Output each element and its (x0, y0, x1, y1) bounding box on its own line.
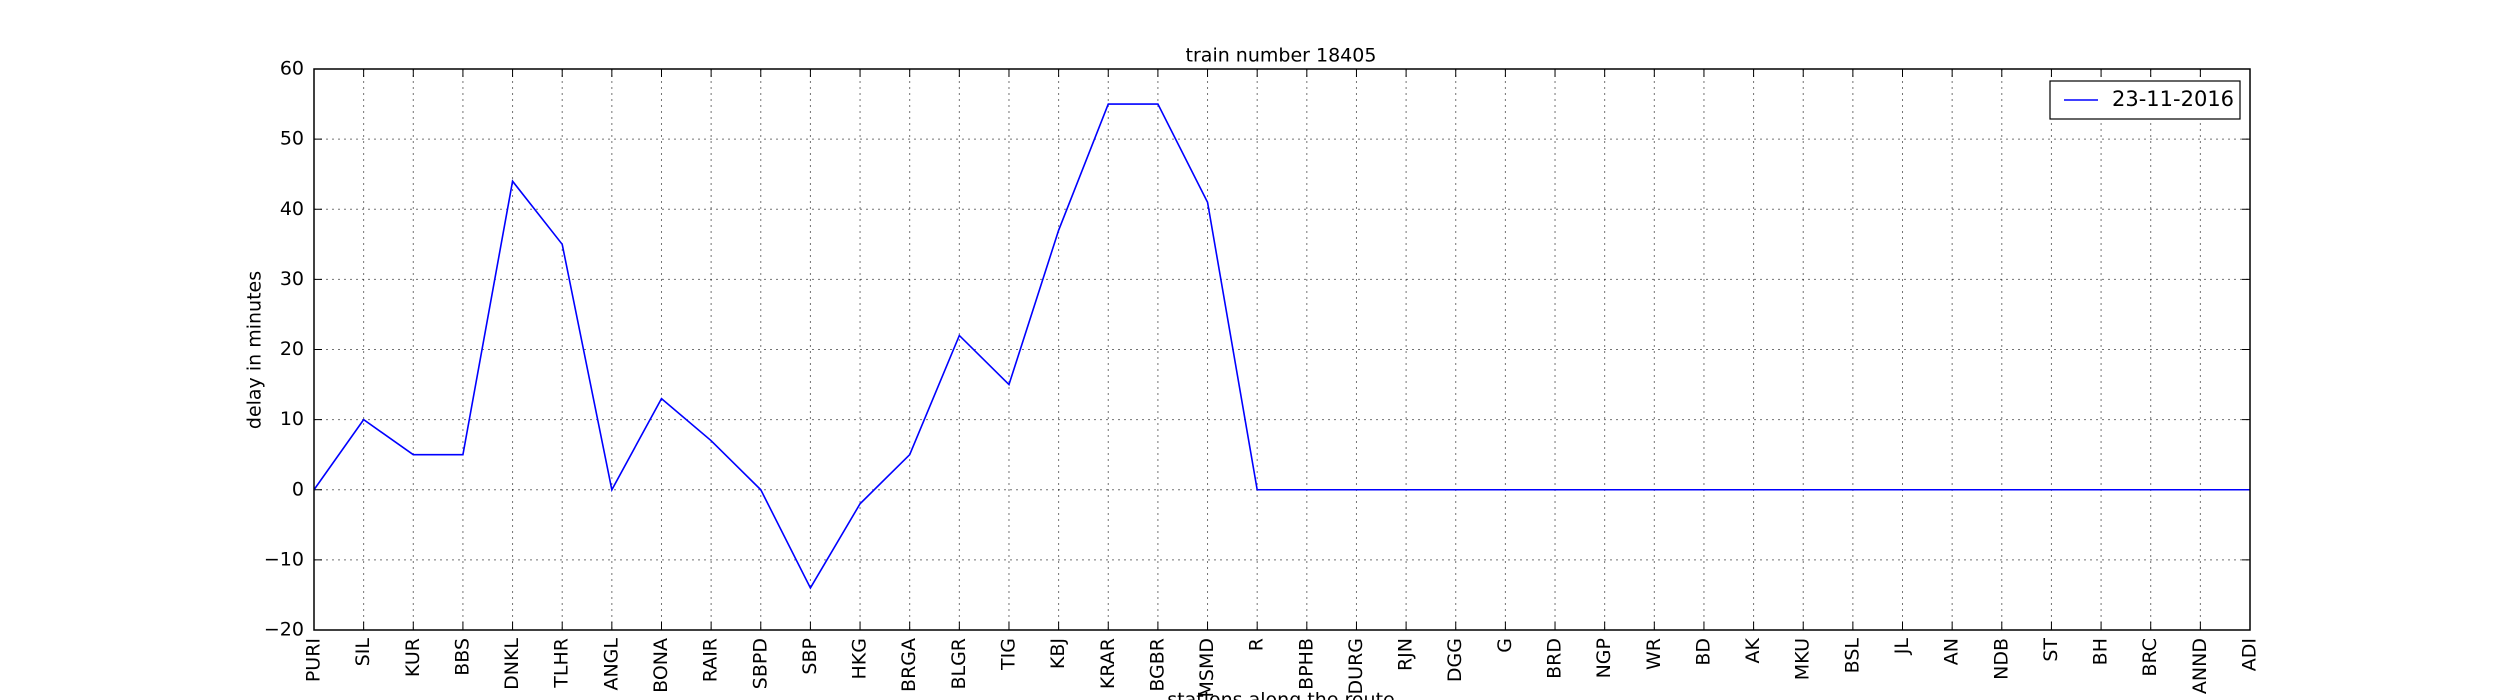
x-tick-label: AN (1941, 638, 1963, 665)
x-tick-label: ANGL (600, 638, 622, 691)
x-tick-label: BGBR (1146, 638, 1168, 692)
x-axis-label: stations along the route (1167, 689, 1394, 700)
x-tick-label: BD (1692, 638, 1714, 666)
x-tick-label: HKG (849, 638, 871, 679)
y-tick-label: −20 (264, 619, 304, 641)
plot-frame (313, 68, 2251, 631)
y-tick-label: 60 (280, 58, 304, 80)
y-tick-label: 50 (280, 128, 304, 150)
x-tick-label: BH (2090, 638, 2112, 665)
x-tick-label: BPHB (1295, 638, 1317, 690)
x-tick-label: BBS (451, 638, 473, 676)
x-tick-label: BLGR (948, 638, 970, 690)
x-tick-label: DURG (1345, 638, 1367, 694)
x-tick-label: DGG (1444, 638, 1466, 682)
x-tick-label: ADI (2239, 638, 2261, 671)
x-tick-label: TIG (997, 638, 1019, 671)
x-tick-label: RJN (1395, 638, 1417, 671)
x-tick-label: G (1494, 638, 1516, 653)
x-tick-label: SIL (352, 638, 374, 667)
x-tick-label: ANND (2189, 638, 2211, 694)
x-tick-label: KBJ (1047, 638, 1069, 669)
x-tick-label: NGP (1593, 638, 1615, 678)
y-tick-label: 30 (280, 268, 304, 290)
x-tick-label: KRAR (1097, 638, 1119, 689)
y-tick-label: 20 (280, 338, 304, 360)
x-tick-label: BRD (1544, 638, 1566, 679)
x-tick-label: BSL (1841, 638, 1863, 674)
x-tick-label: R (1246, 638, 1268, 651)
x-tick-label: SBPD (749, 638, 771, 689)
x-tick-label: MKU (1792, 638, 1814, 680)
legend: 23-11-2016 (2049, 80, 2241, 120)
x-tick-label: BRGA (898, 638, 920, 692)
x-tick-label: MSMD (1196, 638, 1218, 697)
x-tick-label: ST (2040, 638, 2062, 662)
data-line (313, 103, 2250, 590)
y-tick-label: 0 (292, 478, 304, 500)
x-tick-label: KUR (402, 638, 424, 677)
y-tick-label: 40 (280, 198, 304, 220)
x-tick-label: DNKL (501, 638, 523, 690)
x-tick-label: RAIR (700, 638, 722, 682)
x-tick-label: NDB (1990, 638, 2012, 680)
x-tick-label: BONA (650, 638, 672, 693)
y-tick-label: −10 (264, 548, 304, 570)
y-axis-label: delay in minutes (244, 271, 266, 429)
x-tick-label: WR (1643, 638, 1665, 670)
y-tick-label: 10 (280, 408, 304, 430)
legend-label: 23-11-2016 (2112, 87, 2234, 111)
chart-title: train number 18405 (1186, 45, 1377, 67)
x-tick-label: AK (1742, 637, 1764, 663)
x-tick-label: BRC (2139, 638, 2161, 677)
x-tick-label: SBP (799, 638, 821, 675)
x-tick-label: PURI (303, 638, 325, 682)
x-tick-label: JL (1891, 638, 1913, 656)
x-tick-label: TLHR (551, 638, 573, 689)
